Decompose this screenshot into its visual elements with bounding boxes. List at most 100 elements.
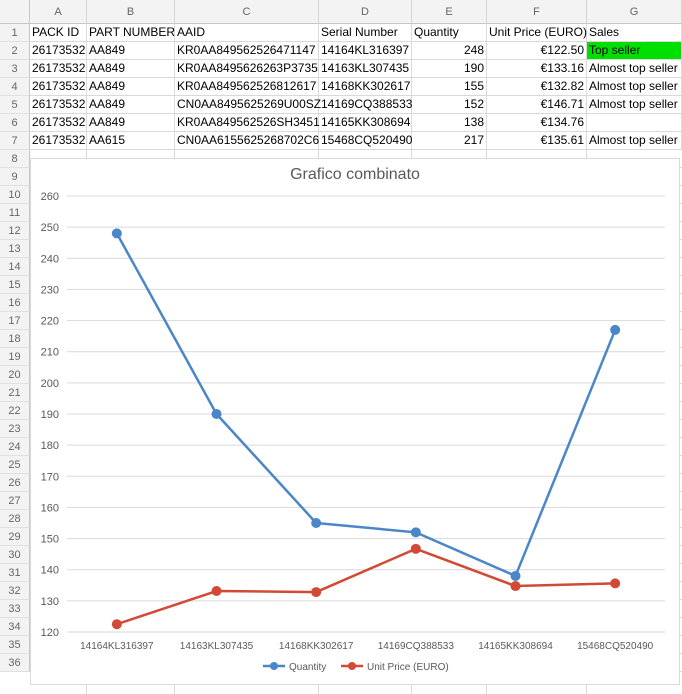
column-header-b[interactable]: B bbox=[87, 0, 175, 24]
table-cell[interactable]: 190 bbox=[412, 60, 487, 78]
row-header-11[interactable]: 11 bbox=[0, 204, 30, 222]
y-tick-label: 180 bbox=[41, 440, 59, 452]
row-header-33[interactable]: 33 bbox=[0, 600, 30, 618]
table-cell[interactable]: CN0AA6155625268702C6 bbox=[175, 132, 319, 150]
table-cell[interactable]: Almost top seller bbox=[587, 60, 682, 78]
table-cell[interactable]: 14169CQ388533 bbox=[319, 96, 412, 114]
row-header-35[interactable]: 35 bbox=[0, 636, 30, 654]
row-header-18[interactable]: 18 bbox=[0, 330, 30, 348]
row-header-10[interactable]: 10 bbox=[0, 186, 30, 204]
row-header-31[interactable]: 31 bbox=[0, 564, 30, 582]
y-tick-label: 150 bbox=[41, 534, 59, 546]
table-cell[interactable]: Almost top seller bbox=[587, 96, 682, 114]
row-header-26[interactable]: 26 bbox=[0, 474, 30, 492]
table-cell[interactable]: 15468CQ520490 bbox=[319, 132, 412, 150]
table-cell[interactable]: KR0AA8495626263P3735 bbox=[175, 60, 319, 78]
table-cell[interactable]: AA849 bbox=[87, 96, 175, 114]
row-header-25[interactable]: 25 bbox=[0, 456, 30, 474]
table-cell[interactable]: 14163KL307435 bbox=[319, 60, 412, 78]
table-cell[interactable]: CN0AA8495625269U00SZ bbox=[175, 96, 321, 114]
row-header-28[interactable]: 28 bbox=[0, 510, 30, 528]
chart-canvas: Grafico combinato 120 130 140 150 160 170 180 19… bbox=[41, 166, 665, 673]
select-all-corner[interactable] bbox=[0, 0, 30, 24]
table-cell[interactable]: KR0AA849562526812617 bbox=[175, 78, 319, 96]
table-cell[interactable]: Almost top seller bbox=[587, 132, 682, 150]
table-cell[interactable]: 155 bbox=[412, 78, 487, 96]
row-header-16[interactable]: 16 bbox=[0, 294, 30, 312]
table-cell[interactable]: 26173532 bbox=[30, 60, 87, 78]
row-header-15[interactable]: 15 bbox=[0, 276, 30, 294]
table-cell[interactable]: 248 bbox=[412, 42, 487, 60]
row-header-23[interactable]: 23 bbox=[0, 420, 30, 438]
combined-chart[interactable]: Grafico combinato 120 130 140 150 160 170 180 19… bbox=[30, 158, 680, 685]
table-cell[interactable]: 26173532 bbox=[30, 78, 87, 96]
row-header-29[interactable]: 29 bbox=[0, 528, 30, 546]
legend-marker bbox=[348, 662, 356, 670]
table-cell[interactable]: €135.61 bbox=[487, 132, 587, 150]
table-cell[interactable]: €132.82 bbox=[487, 78, 587, 96]
row-header-1[interactable]: 1 bbox=[0, 24, 30, 42]
row-header-24[interactable]: 24 bbox=[0, 438, 30, 456]
table-cell[interactable]: Almost top seller bbox=[587, 78, 682, 96]
row-header-4[interactable]: 4 bbox=[0, 78, 30, 96]
row-header-12[interactable]: 12 bbox=[0, 222, 30, 240]
table-cell[interactable]: 14168KK302617 bbox=[319, 78, 412, 96]
table-cell[interactable]: €122.50 bbox=[487, 42, 587, 60]
table-cell[interactable]: AA849 bbox=[87, 114, 175, 132]
column-header-d[interactable]: D bbox=[319, 0, 412, 24]
row-header-32[interactable]: 32 bbox=[0, 582, 30, 600]
row-header-21[interactable]: 21 bbox=[0, 384, 30, 402]
table-cell[interactable]: KR0AA849562526471147 bbox=[175, 42, 319, 60]
table-cell[interactable]: 26173532 bbox=[30, 42, 87, 60]
table-cell[interactable]: 26173532 bbox=[30, 96, 87, 114]
header-cell[interactable]: Quantity bbox=[412, 24, 487, 42]
header-cell[interactable]: AAID bbox=[175, 24, 319, 42]
row-header-9[interactable]: 9 bbox=[0, 168, 30, 186]
header-cell[interactable]: Serial Number bbox=[319, 24, 412, 42]
row-header-6[interactable]: 6 bbox=[0, 114, 30, 132]
column-header-a[interactable]: A bbox=[30, 0, 87, 24]
row-header-8[interactable]: 8 bbox=[0, 150, 30, 168]
column-header-g[interactable]: G bbox=[587, 0, 682, 24]
table-cell[interactable]: 26173532 bbox=[30, 114, 87, 132]
row-header-13[interactable]: 13 bbox=[0, 240, 30, 258]
row-header-27[interactable]: 27 bbox=[0, 492, 30, 510]
row-header-3[interactable]: 3 bbox=[0, 60, 30, 78]
row-header-36[interactable]: 36 bbox=[0, 654, 30, 672]
table-cell[interactable]: AA849 bbox=[87, 60, 175, 78]
table-cell[interactable]: AA849 bbox=[87, 78, 175, 96]
table-cell[interactable]: 152 bbox=[412, 96, 487, 114]
table-cell[interactable]: €146.71 bbox=[487, 96, 587, 114]
row-header-7[interactable]: 7 bbox=[0, 132, 30, 150]
table-cell[interactable]: AA615 bbox=[87, 132, 175, 150]
table-cell[interactable]: 26173532 bbox=[30, 132, 87, 150]
row-header-17[interactable]: 17 bbox=[0, 312, 30, 330]
row-header-19[interactable]: 19 bbox=[0, 348, 30, 366]
x-tick-label: 14165KK308694 bbox=[478, 641, 553, 652]
header-cell[interactable]: PART NUMBER bbox=[87, 24, 175, 42]
row-header-22[interactable]: 22 bbox=[0, 402, 30, 420]
table-cell[interactable]: €134.76 bbox=[487, 114, 587, 132]
column-header-c[interactable]: C bbox=[175, 0, 319, 24]
table-cell[interactable]: €133.16 bbox=[487, 60, 587, 78]
table-cell[interactable]: 217 bbox=[412, 132, 487, 150]
header-cell[interactable]: Unit Price (EURO) bbox=[487, 24, 587, 42]
y-tick-label: 190 bbox=[41, 409, 59, 421]
table-cell[interactable]: 138 bbox=[412, 114, 487, 132]
column-header-f[interactable]: F bbox=[487, 0, 587, 24]
row-header-20[interactable]: 20 bbox=[0, 366, 30, 384]
table-cell[interactable]: 14164KL316397 bbox=[319, 42, 412, 60]
column-header-e[interactable]: E bbox=[412, 0, 487, 24]
header-cell[interactable]: Sales bbox=[587, 24, 682, 42]
table-cell[interactable] bbox=[587, 114, 682, 132]
row-header-5[interactable]: 5 bbox=[0, 96, 30, 114]
row-header-2[interactable]: 2 bbox=[0, 42, 30, 60]
table-cell[interactable]: KR0AA849562526SH3451 bbox=[175, 114, 320, 132]
row-header-14[interactable]: 14 bbox=[0, 258, 30, 276]
header-cell[interactable]: PACK ID bbox=[30, 24, 87, 42]
table-cell[interactable]: 14165KK308694 bbox=[319, 114, 412, 132]
table-cell[interactable]: AA849 bbox=[87, 42, 175, 60]
table-cell[interactable]: Top seller bbox=[587, 42, 682, 60]
row-header-30[interactable]: 30 bbox=[0, 546, 30, 564]
row-header-34[interactable]: 34 bbox=[0, 618, 30, 636]
